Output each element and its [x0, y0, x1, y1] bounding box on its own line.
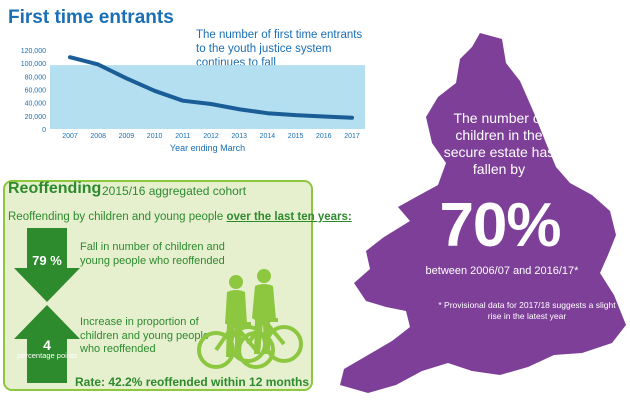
data-point — [295, 114, 297, 116]
data-point — [210, 103, 212, 105]
y-tick-label: 40,000 — [25, 101, 47, 108]
increase-description: Increase in proportion of children and y… — [80, 316, 210, 355]
y-tick-label: 100,000 — [21, 61, 46, 68]
y-tick-label: 120,000 — [21, 48, 46, 55]
reoffending-subtitle-emphasis: over the last ten years: — [226, 211, 352, 223]
fall-description: Fall in number of children and young peo… — [80, 241, 225, 267]
y-tick-label: 80,000 — [25, 74, 47, 81]
x-tick-label: 2016 — [316, 133, 332, 140]
data-point — [351, 117, 353, 119]
map-footnote: * Provisional data for 2017/18 suggests … — [438, 300, 616, 321]
up-arrow-icon — [14, 305, 80, 383]
england-wales-map — [340, 33, 626, 393]
y-tick-label: 60,000 — [25, 88, 47, 95]
first-time-entrants-chart: 120,000 100,000 80,000 60,000 40,000 20,000 0 2… — [21, 48, 365, 153]
reoffending-cohort: 2015/16 aggregated cohort — [102, 184, 247, 198]
x-tick-label: 2012 — [203, 133, 219, 140]
y-tick-label: 20,000 — [25, 114, 47, 121]
x-tick-label: 2007 — [62, 133, 78, 140]
data-point — [97, 63, 99, 65]
y-tick-label: 0 — [42, 127, 46, 134]
data-point — [125, 77, 127, 79]
fall-value: 79 % — [32, 253, 62, 268]
map-percent: 70% — [439, 191, 561, 260]
map-lead-text: The number of children in the secure est… — [443, 110, 555, 177]
data-point — [266, 112, 268, 114]
data-point — [182, 100, 184, 102]
data-point — [69, 56, 71, 58]
chart-area — [50, 65, 365, 129]
increase-value: 4 — [43, 337, 51, 353]
cyclists-illustration — [197, 269, 303, 369]
first-time-entrants-title: First time entrants — [8, 7, 174, 28]
increase-unit: percentage points — [17, 351, 77, 360]
x-tick-label: 2011 — [175, 133, 190, 140]
x-tick-label: 2013 — [231, 133, 247, 140]
reoffending-rate: Rate: 42.2% reoffended within 12 months — [75, 375, 310, 389]
data-point — [154, 90, 156, 92]
x-tick-label: 2014 — [260, 133, 276, 140]
data-point — [238, 108, 240, 110]
reoffending-subtitle-start: Reoffending by children and young people — [8, 211, 227, 223]
x-tick-label: 2008 — [90, 133, 106, 140]
x-axis-label: Year ending March — [170, 143, 245, 153]
x-tick-label: 2017 — [344, 133, 360, 140]
data-point — [323, 115, 325, 117]
x-tick-label: 2015 — [288, 133, 304, 140]
down-arrow-icon — [14, 228, 80, 302]
reoffending-subtitle: Reoffending by children and young people… — [8, 211, 352, 223]
map-period: between 2006/07 and 2016/17* — [425, 265, 579, 277]
x-tick-label: 2010 — [147, 133, 163, 140]
x-tick-label: 2009 — [119, 133, 135, 140]
reoffending-title: Reoffending — [8, 180, 102, 197]
